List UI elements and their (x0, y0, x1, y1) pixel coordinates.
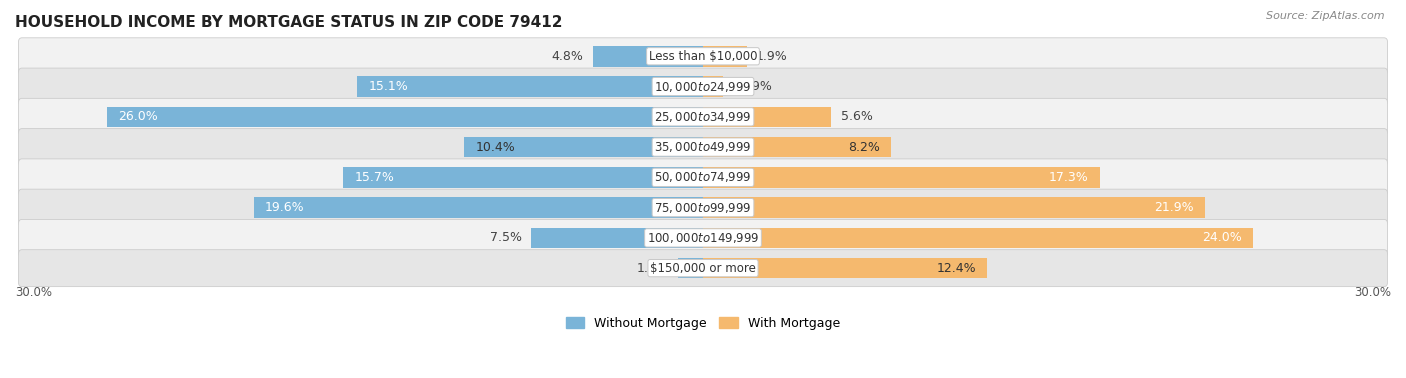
Text: 30.0%: 30.0% (15, 286, 52, 299)
Bar (703, 228, 1253, 248)
Bar (703, 107, 831, 127)
Text: 19.6%: 19.6% (264, 201, 305, 214)
Bar (253, 197, 703, 218)
Text: 12.4%: 12.4% (936, 262, 976, 275)
Legend: Without Mortgage, With Mortgage: Without Mortgage, With Mortgage (561, 312, 845, 335)
FancyBboxPatch shape (18, 129, 1388, 166)
Text: $50,000 to $74,999: $50,000 to $74,999 (654, 170, 752, 184)
Text: 4.8%: 4.8% (553, 50, 583, 63)
Bar (464, 137, 703, 157)
Bar (703, 76, 724, 97)
FancyBboxPatch shape (18, 68, 1388, 105)
Text: $150,000 or more: $150,000 or more (650, 262, 756, 275)
Text: $100,000 to $149,999: $100,000 to $149,999 (647, 231, 759, 245)
Bar (343, 167, 703, 187)
FancyBboxPatch shape (18, 250, 1388, 287)
FancyBboxPatch shape (18, 159, 1388, 196)
Text: Source: ZipAtlas.com: Source: ZipAtlas.com (1267, 11, 1385, 21)
Text: 7.5%: 7.5% (489, 231, 522, 245)
Text: 26.0%: 26.0% (118, 110, 157, 123)
FancyBboxPatch shape (18, 98, 1388, 135)
Text: 0.89%: 0.89% (733, 80, 772, 93)
Text: 24.0%: 24.0% (1202, 231, 1241, 245)
Bar (703, 258, 987, 279)
Text: 21.9%: 21.9% (1154, 201, 1194, 214)
Text: $75,000 to $99,999: $75,000 to $99,999 (654, 201, 752, 215)
Bar (593, 46, 703, 67)
Bar (107, 107, 703, 127)
Text: 15.1%: 15.1% (368, 80, 408, 93)
Text: $25,000 to $34,999: $25,000 to $34,999 (654, 110, 752, 124)
Text: $10,000 to $24,999: $10,000 to $24,999 (654, 79, 752, 93)
FancyBboxPatch shape (18, 189, 1388, 226)
Bar (703, 197, 1205, 218)
Bar (357, 76, 703, 97)
Bar (703, 46, 747, 67)
Text: 17.3%: 17.3% (1049, 171, 1088, 184)
Bar (531, 228, 703, 248)
FancyBboxPatch shape (18, 219, 1388, 256)
Text: 8.2%: 8.2% (848, 141, 880, 153)
FancyBboxPatch shape (18, 38, 1388, 75)
Text: 1.1%: 1.1% (637, 262, 669, 275)
Text: 10.4%: 10.4% (477, 141, 516, 153)
Bar (703, 137, 891, 157)
Bar (678, 258, 703, 279)
Text: $35,000 to $49,999: $35,000 to $49,999 (654, 140, 752, 154)
Bar (703, 167, 1099, 187)
Text: 5.6%: 5.6% (841, 110, 873, 123)
Text: Less than $10,000: Less than $10,000 (648, 50, 758, 63)
Text: 15.7%: 15.7% (354, 171, 394, 184)
Text: HOUSEHOLD INCOME BY MORTGAGE STATUS IN ZIP CODE 79412: HOUSEHOLD INCOME BY MORTGAGE STATUS IN Z… (15, 15, 562, 30)
Text: 1.9%: 1.9% (756, 50, 787, 63)
Text: 30.0%: 30.0% (1354, 286, 1391, 299)
